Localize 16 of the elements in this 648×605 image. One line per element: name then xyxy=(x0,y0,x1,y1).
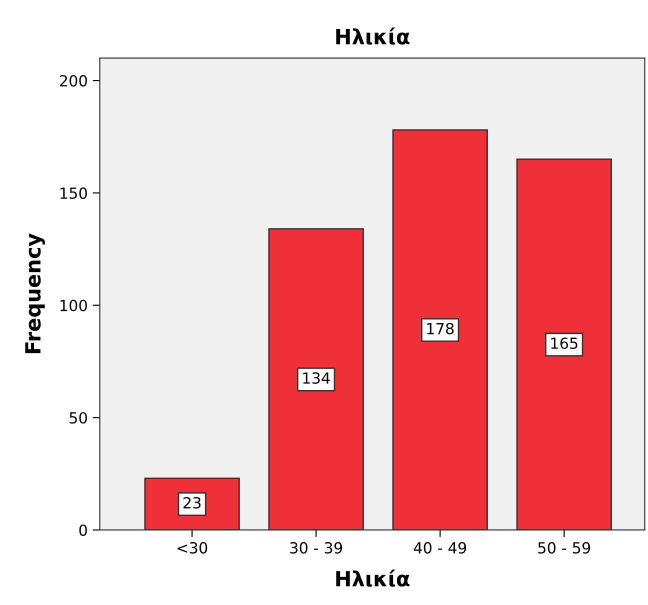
chart-title: Ηλικία xyxy=(336,28,410,45)
y-tick-label: 0 xyxy=(79,524,87,536)
y-axis-title: Frequency xyxy=(25,233,45,354)
data-label: 23 xyxy=(183,497,201,509)
x-tick-label: <30 xyxy=(178,542,208,554)
y-tick-label: 150 xyxy=(60,187,87,199)
data-label: 178 xyxy=(427,322,454,334)
x-tick-label: 50 - 59 xyxy=(538,542,590,554)
x-tick-label: 30 - 39 xyxy=(290,542,342,554)
y-tick-label: 50 xyxy=(70,412,87,424)
y-tick-label: 200 xyxy=(60,75,87,87)
y-tick-label: 100 xyxy=(60,300,87,312)
x-axis-title: Ηλικία xyxy=(336,570,410,587)
x-tick-label: 40 - 49 xyxy=(414,542,466,554)
data-label: 165 xyxy=(551,337,578,350)
data-label: 134 xyxy=(303,372,330,384)
